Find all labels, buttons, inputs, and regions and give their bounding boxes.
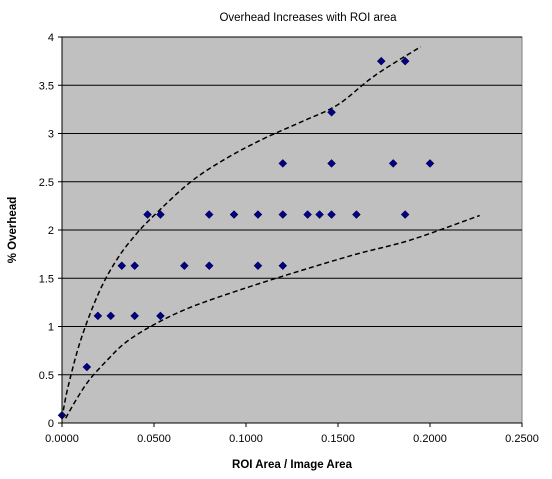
data-point (204, 261, 214, 271)
data-point (156, 311, 165, 321)
data-point (278, 159, 288, 168)
data-point (388, 159, 398, 168)
data-point (156, 210, 165, 219)
data-point (106, 311, 116, 321)
y-tick-label: 0 (48, 418, 54, 430)
data-point (425, 159, 435, 168)
data-point (204, 210, 214, 219)
x-tick-label: 0.1000 (229, 433, 263, 445)
bound-curves (61, 46, 480, 419)
y-tick-label: 2.5 (39, 177, 54, 189)
x-tick-label: 0.1500 (321, 433, 355, 445)
y-tick-label: 0.5 (39, 370, 54, 382)
data-point (327, 210, 336, 219)
data-point (303, 210, 312, 219)
data-point (315, 210, 324, 219)
data-point (376, 56, 386, 66)
x-tick-label: 0.0500 (137, 433, 171, 445)
y-axis-label: % Overhead (7, 197, 19, 263)
data-point (180, 261, 189, 271)
x-axis-ticks: 0.0000 0.0500 0.1000 0.1500 0.2000 0.2500 (45, 423, 539, 445)
data-point (400, 210, 410, 219)
chart-title: Overhead Increases with ROI area (219, 12, 397, 24)
data-point (82, 362, 92, 372)
data-point (229, 210, 239, 219)
data-point (130, 311, 140, 321)
y-tick-label: 1 (48, 322, 54, 334)
data-point (352, 210, 361, 219)
data-point (278, 210, 288, 219)
y-axis-ticks: 0 0.5 1 1.5 2 2.5 3 3.5 4 (39, 32, 62, 430)
data-point (253, 261, 263, 271)
data-point (327, 159, 336, 168)
data-point (253, 210, 263, 219)
y-tick-label: 1.5 (39, 273, 54, 285)
data-point (400, 56, 410, 66)
x-tick-label: 0.0000 (45, 433, 79, 445)
x-axis-label: ROI Area / Image Area (232, 459, 353, 471)
gridlines (62, 36, 522, 376)
data-point (143, 210, 152, 219)
data-point (130, 261, 140, 271)
x-tick-label: 0.2500 (505, 433, 539, 445)
data-point (278, 261, 288, 271)
x-tick-label: 0.2000 (413, 433, 447, 445)
y-tick-label: 3 (48, 129, 54, 141)
data-points (57, 56, 435, 420)
data-point (117, 261, 127, 271)
y-tick-label: 3.5 (39, 80, 54, 92)
upper-bound-curve (61, 46, 422, 419)
y-tick-label: 2 (48, 225, 54, 237)
lower-bound-curve (65, 214, 480, 419)
y-tick-label: 4 (48, 32, 54, 44)
data-point (327, 107, 336, 117)
data-point (93, 311, 103, 321)
